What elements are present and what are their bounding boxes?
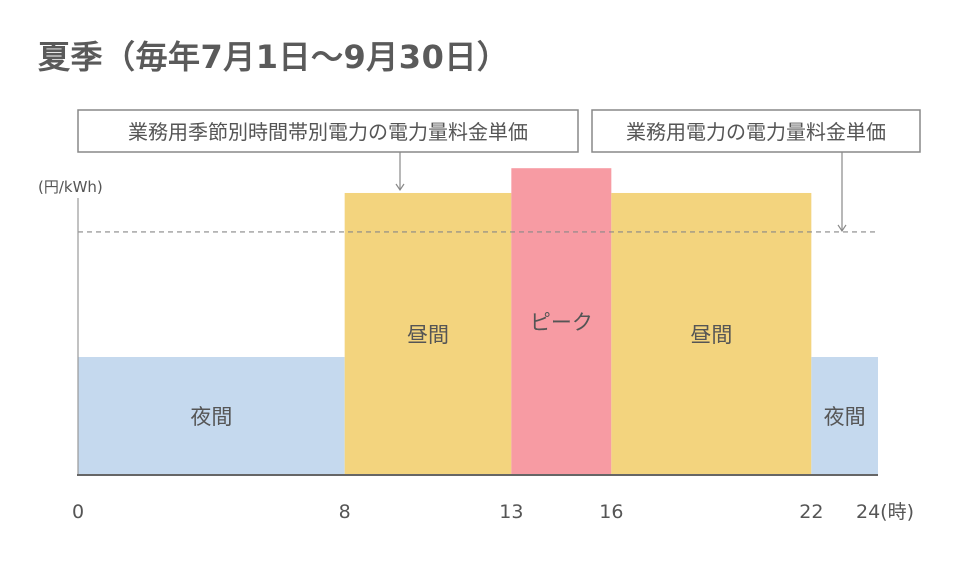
segment-1: [344, 192, 512, 476]
y-unit-label: (円/kWh): [38, 178, 103, 196]
annotation-text-0: 業務用季節別時間帯別電力の電力量料金単価: [128, 120, 528, 144]
annotation-box-0: [77, 109, 579, 153]
annotation-0: 業務用季節別時間帯別電力の電力量料金単価: [77, 109, 579, 192]
annotation-text-1: 業務用電力の電力量料金単価: [626, 120, 886, 144]
segment-label-3: 昼間: [690, 323, 732, 347]
annotation-box-1: [591, 109, 921, 153]
x-tick-label-16: 16: [599, 501, 623, 523]
x-tick-label-22: 22: [799, 501, 823, 523]
x-tick-label-8: 8: [339, 501, 351, 523]
segment-2: [511, 168, 612, 475]
annotations-layer: 業務用季節別時間帯別電力の電力量料金単価 業務用電力の電力量料金単価: [77, 109, 921, 233]
x-tick-labels: 0 8 13 16 22 24(時): [72, 501, 914, 523]
annotation-arrow-head-0: [395, 183, 405, 192]
page-title: 夏季（毎年7月1日〜9月30日）: [38, 38, 510, 76]
segment-3: [611, 192, 812, 476]
x-tick-label-13: 13: [499, 501, 523, 523]
segment-label-4: 夜間: [824, 405, 866, 429]
segment-0: [78, 357, 345, 475]
annotation-arrow-head-1: [837, 224, 847, 233]
segment-4: [811, 357, 878, 475]
segment-label-2: ピーク: [530, 311, 593, 335]
x-tick-label-0: 0: [72, 501, 84, 523]
annotation-1: 業務用電力の電力量料金単価: [591, 109, 921, 233]
x-tick-label-24: 24(時): [856, 501, 914, 523]
segment-label-1: 昼間: [407, 323, 449, 347]
segments-layer: [78, 168, 878, 476]
segment-label-0: 夜間: [190, 405, 232, 429]
